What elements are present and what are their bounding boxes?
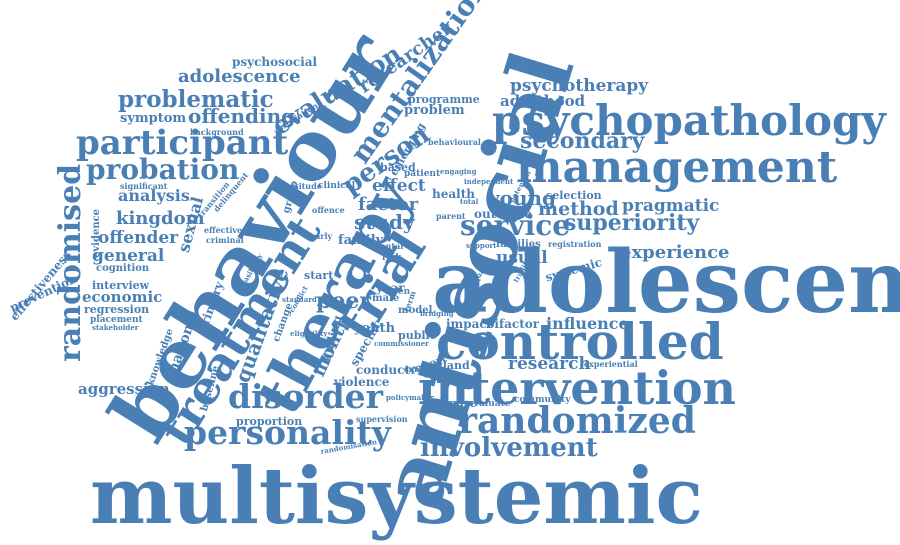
word-adolescence: adolescence	[178, 66, 301, 87]
word-start: start	[304, 269, 334, 282]
word-stakeholder: stakeholder	[92, 323, 139, 332]
word-experience: experience	[620, 242, 730, 263]
word-based: based	[380, 161, 416, 174]
word-effect: effect	[372, 176, 426, 196]
word-behavioural: behavioural	[428, 137, 481, 147]
word-eligibility: eligibility	[290, 329, 328, 338]
word-offender: offender	[98, 228, 179, 248]
word-early: early	[310, 231, 333, 241]
word-conduct: conduct	[356, 363, 410, 377]
word-measure: measure	[424, 397, 477, 410]
word-cognition: cognition	[96, 263, 150, 274]
word-engaging: engaging	[440, 167, 477, 176]
word-influence: influence	[546, 314, 629, 333]
word-support: support	[466, 241, 497, 250]
word-supervision: supervision	[356, 414, 408, 424]
word-kingdom: kingdom	[116, 208, 205, 229]
word-management: management	[516, 142, 838, 193]
word-problem: problem	[404, 103, 465, 118]
word-evidence: evidence	[91, 208, 102, 258]
word-service: service	[460, 209, 571, 242]
word-psychotherapy: psychotherapy	[510, 76, 649, 96]
word-controlled: controlled	[436, 312, 724, 371]
word-offence: offence	[312, 205, 345, 215]
word-symptom: symptom	[120, 111, 187, 126]
word-commissioner: commissioner	[374, 339, 429, 348]
word-significant: significant	[120, 181, 168, 191]
word-england: england	[420, 359, 470, 372]
word-family: family	[338, 233, 384, 248]
word-parent: parent	[436, 211, 466, 221]
word-outcome: outcome	[474, 207, 532, 221]
word-adulthood: adulthood	[500, 92, 586, 110]
word-involvement: involvement	[420, 433, 598, 463]
word-teen: teen	[388, 287, 411, 297]
word-standard: standard	[282, 295, 317, 304]
word-registration: registration	[548, 239, 602, 249]
word-clinical: clinical	[318, 181, 356, 191]
word-families: families	[496, 239, 541, 250]
word-interview: interview	[92, 279, 150, 292]
word-personality: personality	[184, 413, 391, 452]
word-policymaker: policymaker	[386, 393, 435, 402]
word-regression: regression	[84, 303, 150, 316]
word-selection: selection	[546, 189, 602, 202]
word-risk: risk	[382, 253, 402, 263]
word-total: total	[460, 197, 479, 206]
word-model: model	[398, 305, 433, 316]
word-bridging: bridging	[420, 309, 454, 318]
word-bifactor: bifactor	[486, 317, 540, 331]
word-experiential: experiential	[584, 359, 638, 369]
word-usual: usual	[496, 248, 548, 268]
word-mental: mental	[372, 241, 404, 251]
word-attitude: attitude	[286, 181, 322, 191]
word-independent: independent	[464, 177, 514, 186]
word-patient: patient	[404, 169, 441, 179]
word-disorder: disorder	[228, 377, 384, 416]
word-adolescent: adolescent	[432, 232, 900, 333]
word-effective: effective	[204, 225, 243, 235]
word-general: general	[92, 246, 165, 266]
word-secondary: secondary	[520, 128, 645, 154]
word-intervention: intervention	[418, 361, 736, 415]
word-youth: youth	[354, 321, 396, 336]
word-evaluate: evaluate	[468, 399, 511, 409]
word-participant: participant	[76, 123, 289, 163]
word-public: public	[398, 329, 437, 342]
word-problematic: problematic	[118, 86, 274, 113]
word-pragmatic: pragmatic	[622, 196, 720, 216]
word-study: study	[354, 210, 415, 234]
word-analysis: analysis	[118, 186, 190, 205]
word-young: young	[488, 186, 557, 210]
word-aggression: aggression	[78, 380, 170, 398]
word-year: year	[376, 281, 405, 295]
word-background: background	[190, 127, 244, 137]
word-criminal: criminal	[206, 235, 244, 245]
word-factor: factor	[358, 194, 419, 215]
word-psychosocial: psychosocial	[232, 55, 318, 69]
word-impact: impact	[446, 317, 493, 331]
word-probation: probation	[86, 153, 240, 186]
word-male: male	[372, 293, 400, 304]
word-superiority: superiority	[564, 210, 700, 236]
word-randomized: randomized	[458, 400, 696, 442]
word-programme: programme	[408, 93, 480, 106]
word-multisystemic: multisystemic	[90, 451, 703, 542]
word-proportion: proportion	[236, 415, 303, 428]
word-health: health	[432, 187, 475, 201]
word-community: community	[514, 395, 571, 405]
word-offending: offending	[188, 104, 296, 128]
word-method: method	[538, 198, 619, 220]
word-research: research	[508, 354, 591, 374]
word-difference: difference	[404, 365, 444, 374]
word-peer: peer	[316, 288, 371, 314]
word-placement: placement	[90, 315, 143, 325]
word-economic: economic	[82, 288, 163, 306]
word-violence: violence	[334, 375, 390, 389]
word-psychopathology: psychopathology	[492, 96, 886, 145]
